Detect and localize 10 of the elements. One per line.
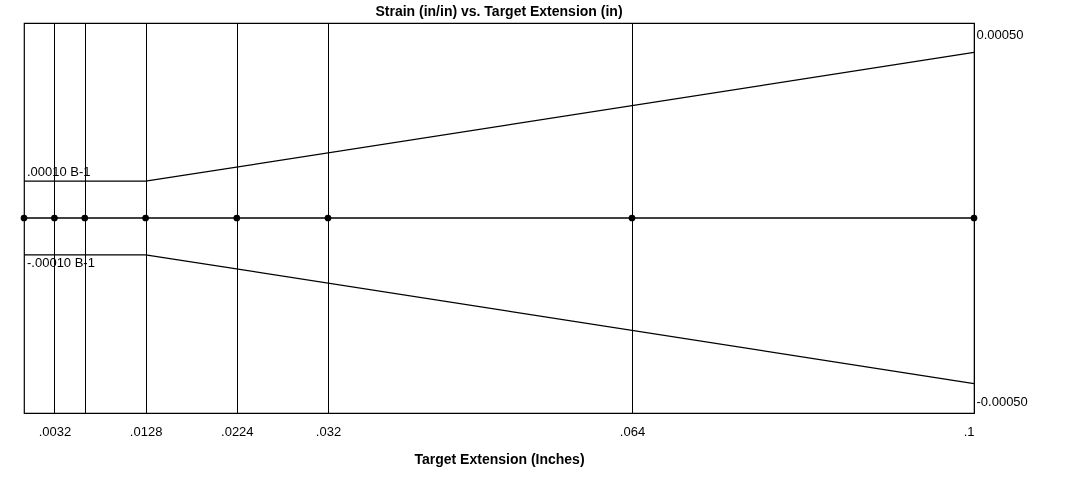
y-tick-label: -0.00050: [976, 394, 1028, 410]
chart-title: Strain (in/in) vs. Target Extension (in): [375, 3, 623, 19]
x-tick-label: .0224: [221, 423, 254, 439]
x-tick-label: .032: [315, 423, 342, 439]
y-tick-label: 0.00050: [976, 26, 1024, 42]
x-tick-label: .0128: [129, 423, 163, 439]
x-tick-label: .0032: [38, 423, 72, 439]
x-tick-label: .064: [619, 423, 646, 439]
x-axis-title: Target Extension (Inches): [414, 450, 585, 467]
x-tick-label: .1: [963, 423, 975, 439]
